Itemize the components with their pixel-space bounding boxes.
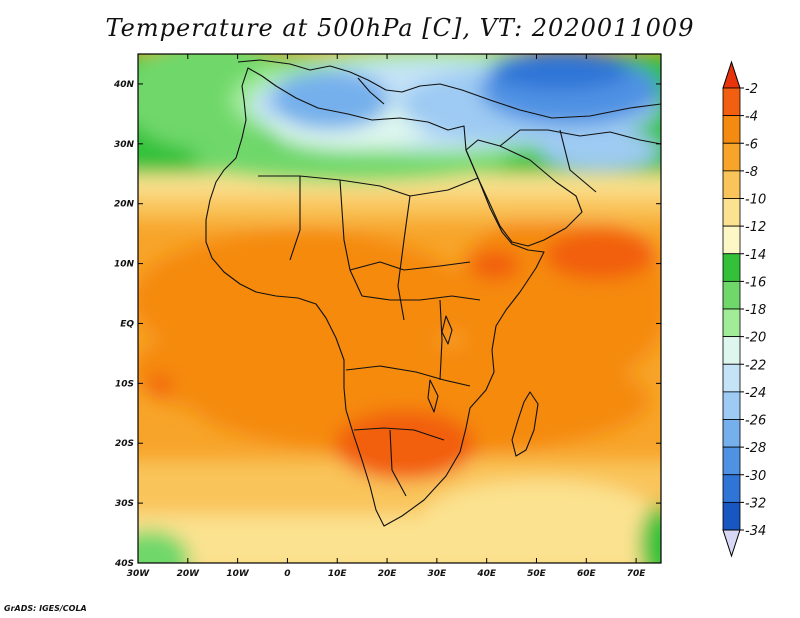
colorbar-level-label: -10 — [745, 193, 766, 208]
colorbar-level-label: -14 — [745, 248, 766, 263]
temperature-field — [138, 54, 661, 563]
plot-frame — [137, 53, 662, 564]
colorbar-level-label: -22 — [745, 358, 766, 373]
colorbar-level-label: -8 — [745, 165, 758, 180]
colorbar-max-triangle — [722, 60, 741, 89]
colorbar-box — [722, 87, 741, 117]
colorbar-box — [722, 115, 741, 144]
colorbar-level-label: -30 — [745, 469, 766, 484]
colorbar-level-label: -2 — [745, 82, 758, 97]
colorbar-box — [722, 446, 741, 476]
x-tick-label: 10W — [226, 569, 250, 579]
x-tick-label: 20W — [177, 569, 201, 579]
y-tick-label: EQ — [120, 319, 134, 329]
x-tick-label: 10E — [328, 569, 348, 579]
x-tick-label: 20E — [378, 569, 398, 579]
colorbar-min-triangle — [722, 529, 741, 558]
colorbar-level-label: -6 — [745, 137, 758, 152]
colorbar-level-label: -34 — [745, 524, 766, 539]
colorbar-box — [722, 253, 741, 282]
y-tick-label: 20N — [114, 200, 135, 210]
colorbar-level-label: -20 — [745, 331, 766, 346]
x-tick-label: 70E — [627, 569, 647, 579]
colorbar-box — [722, 198, 741, 227]
colorbar-box — [722, 391, 741, 420]
x-tick-label: 40E — [476, 569, 497, 579]
colorbar-box — [722, 280, 741, 310]
y-tick-label: 10N — [114, 260, 135, 270]
y-tick-label: 30N — [114, 140, 135, 150]
axis-labels: 30W 20W 10W 0 10E 20E 30E 40E 50E 60E 70E 40N 30N 20N… — [113, 80, 646, 579]
colorbar-box — [722, 336, 741, 365]
y-tick-label: 20S — [115, 439, 134, 449]
chart-title: Temperature at 500hPa [C], VT: 202001100… — [105, 14, 695, 42]
y-tick-label: 30S — [115, 499, 134, 509]
colorbar-box — [722, 363, 741, 393]
colorbar-level-label: -24 — [745, 386, 766, 401]
colorbar-level-label: -26 — [745, 414, 766, 429]
coastlines — [205, 59, 661, 527]
y-tick-label: 40N — [113, 80, 135, 90]
y-tick-label: 40S — [114, 559, 134, 569]
x-tick-label: 30W — [127, 569, 151, 579]
colorbar-level-label: -4 — [745, 110, 758, 125]
x-tick-label: 30E — [428, 569, 448, 579]
colorbar-box — [722, 170, 741, 199]
colorbar-level-label: -28 — [745, 441, 766, 456]
colorbar-box — [722, 225, 741, 255]
colorbar-box — [722, 308, 741, 338]
colorbar-level-label: -18 — [745, 303, 766, 318]
colorbar-box — [722, 419, 741, 448]
credit-label: GrADS: IGES/COLA — [4, 604, 87, 613]
axis-ticks — [137, 54, 661, 564]
colorbar-level-label: -32 — [745, 496, 766, 511]
x-tick-label: 50E — [527, 569, 547, 579]
colorbar-box — [722, 501, 741, 531]
x-tick-label: 60E — [577, 569, 597, 579]
colorbar-level-label: -12 — [745, 220, 766, 235]
x-tick-label: 0 — [284, 569, 290, 579]
colorbar-box — [722, 474, 741, 503]
y-tick-label: 10S — [115, 379, 134, 389]
colorbar-box — [722, 142, 741, 172]
colorbar-level-label: -16 — [745, 275, 766, 290]
